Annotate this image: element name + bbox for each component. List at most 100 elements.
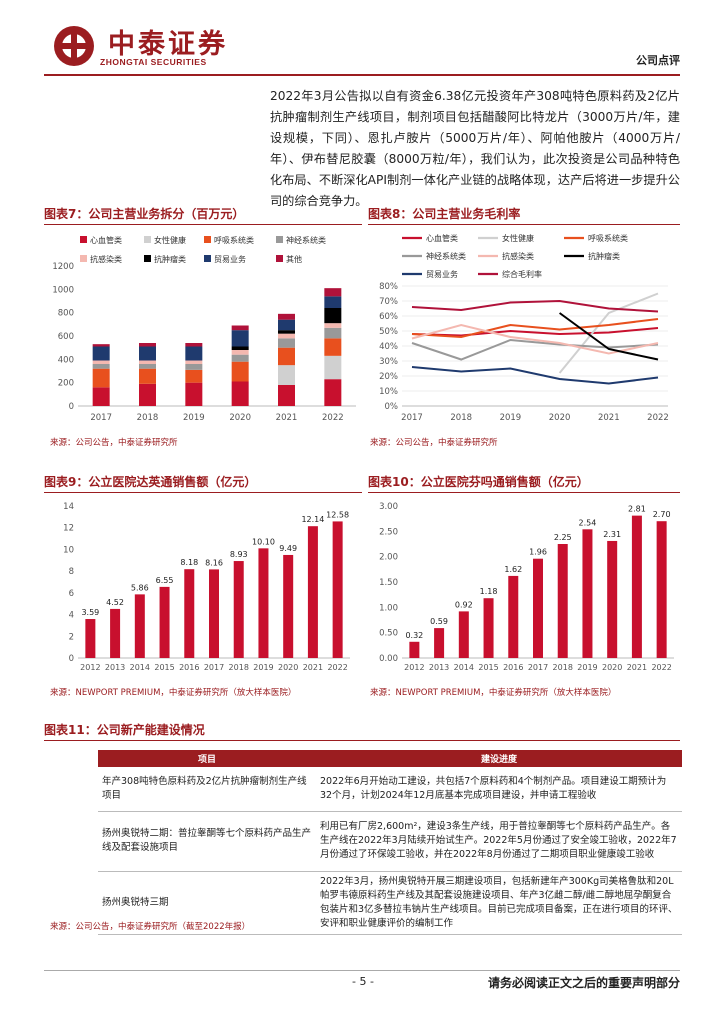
bar xyxy=(631,515,642,658)
data-label: 0.92 xyxy=(455,600,473,609)
x-tick-label: 2019 xyxy=(183,413,205,423)
x-tick-label: 2022 xyxy=(322,413,344,423)
legend-label: 抗感染类 xyxy=(90,254,122,264)
data-label: 4.52 xyxy=(106,598,124,607)
footer-divider xyxy=(44,970,680,971)
data-label: 8.16 xyxy=(205,558,223,567)
x-tick-label: 2021 xyxy=(276,413,298,423)
bar-segment xyxy=(231,350,249,355)
fig11-title: 图表11：公司新产能建设情况 xyxy=(44,720,680,741)
y-tick-label: 800 xyxy=(58,309,74,319)
bar-segment xyxy=(278,385,295,406)
bar xyxy=(434,628,445,658)
x-tick-label: 2014 xyxy=(130,663,150,672)
table-row: 扬州奥锐特二期：普拉睾酮等七个原料药产品生产线及配套设施项目 利用已有厂房2,6… xyxy=(98,811,682,872)
data-label: 2.81 xyxy=(628,505,646,514)
bar-segment xyxy=(324,338,342,356)
x-tick-label: 2012 xyxy=(404,663,424,672)
bar-segment xyxy=(278,330,295,334)
bar xyxy=(159,586,170,658)
bar-segment xyxy=(278,313,295,320)
bar-segment xyxy=(324,288,342,297)
bar-segment xyxy=(278,365,295,385)
x-tick-label: 2013 xyxy=(429,663,449,672)
x-tick-label: 2013 xyxy=(105,663,125,672)
bar-segment xyxy=(324,296,342,308)
data-label: 9.49 xyxy=(279,544,297,553)
legend-swatch xyxy=(204,255,211,262)
legend-swatch xyxy=(276,255,283,262)
fig10-source: 来源：NEWPORT PREMIUM，中泰证券研究所（放大样本医院） xyxy=(370,688,617,698)
y-tick-label: 2 xyxy=(69,632,74,642)
x-tick-label: 2022 xyxy=(327,663,347,672)
data-label: 6.55 xyxy=(156,576,174,585)
bar-segment xyxy=(185,364,203,370)
bar-segment xyxy=(185,360,203,364)
legend-label: 神经系统类 xyxy=(426,251,466,261)
legend-swatch xyxy=(144,255,151,262)
row-project: 年产308吨特色原料药及2亿片抗肿瘤制剂生产线项目 xyxy=(98,767,316,812)
page-number: - 5 - xyxy=(352,975,374,988)
bar-segment xyxy=(92,346,110,361)
data-label: 0.32 xyxy=(405,631,423,640)
y-tick-label: 600 xyxy=(58,332,74,342)
x-tick-label: 2019 xyxy=(253,663,273,672)
table-row: 扬州奥锐特三期 2022年3月，扬州奥锐特开展三期建设项目，包括新建年产300K… xyxy=(98,871,682,935)
legend-label: 贸易业务 xyxy=(214,254,246,264)
data-label: 3.59 xyxy=(81,608,99,617)
x-tick-label: 2019 xyxy=(577,663,597,672)
legend-label: 心血管类 xyxy=(90,235,122,245)
y-tick-label: 4 xyxy=(69,611,74,621)
bar-segment xyxy=(92,360,110,364)
x-tick-label: 2017 xyxy=(401,413,423,423)
bar xyxy=(458,611,469,658)
bar-segment xyxy=(324,379,342,406)
table-header-row: 项目 建设进度 xyxy=(98,750,682,767)
y-tick-label: 0.00 xyxy=(379,654,398,664)
data-label: 10.10 xyxy=(252,537,275,546)
x-tick-label: 2020 xyxy=(602,663,622,672)
series-line xyxy=(558,292,659,374)
bar xyxy=(656,521,667,658)
data-label: 5.86 xyxy=(131,583,149,592)
y-tick-label: 0.50 xyxy=(379,629,398,639)
x-tick-label: 2018 xyxy=(137,413,159,423)
bar-segment xyxy=(231,346,249,350)
bar xyxy=(607,540,618,658)
legend-label: 呼吸系统类 xyxy=(214,235,254,245)
row-project: 扬州奥锐特三期 xyxy=(98,871,316,935)
row-progress: 2022年3月，扬州奥锐特开展三期建设项目，包括新建年产300Kg司美格鲁肽和2… xyxy=(316,871,682,935)
y-tick-label: 30% xyxy=(379,357,398,367)
x-tick-label: 2020 xyxy=(278,663,298,672)
bar-segment xyxy=(324,355,342,380)
x-tick-label: 2022 xyxy=(647,413,669,423)
y-tick-label: 0 xyxy=(69,654,74,664)
y-tick-label: 1.50 xyxy=(379,578,398,588)
y-tick-label: 60% xyxy=(379,312,398,322)
fig7-title: 图表7：公司主营业务拆分（百万元） xyxy=(44,204,362,225)
data-label: 2.70 xyxy=(653,510,671,519)
bar-segment xyxy=(231,381,249,406)
bar-segment xyxy=(92,387,110,406)
fig11-source: 来源：公司公告，中泰证券研究所（截至2022年报） xyxy=(50,922,251,932)
bar xyxy=(533,558,543,658)
y-tick-label: 0% xyxy=(385,402,399,412)
bar xyxy=(233,561,244,658)
bar xyxy=(582,529,593,658)
y-tick-label: 10% xyxy=(379,387,398,397)
fig9-chart: 0 2 4 6 8 10 12 14 3.59 2012 4.52 2013 5.86 2014 6.55 2… xyxy=(63,502,350,672)
bar-segment xyxy=(139,364,156,369)
bar-segment xyxy=(139,343,156,347)
x-tick-label: 2020 xyxy=(229,413,251,423)
bar xyxy=(332,521,343,658)
x-tick-label: 2021 xyxy=(627,663,647,672)
capacity-table: 项目 建设进度 年产308吨特色原料药及2亿片抗肿瘤制剂生产线项目 2022年6… xyxy=(98,750,682,935)
data-label: 1.96 xyxy=(529,548,547,557)
fig9-source: 来源：NEWPORT PREMIUM，中泰证券研究所（放大样本医院） xyxy=(50,688,297,698)
doc-type-label: 公司点评 xyxy=(636,54,680,67)
fig8-title: 图表8：公司主营业务毛利率 xyxy=(368,204,680,225)
legend-label: 其他 xyxy=(286,254,302,264)
series-line xyxy=(411,338,659,361)
x-tick-label: 2015 xyxy=(478,663,498,672)
bar-segment xyxy=(278,347,295,366)
